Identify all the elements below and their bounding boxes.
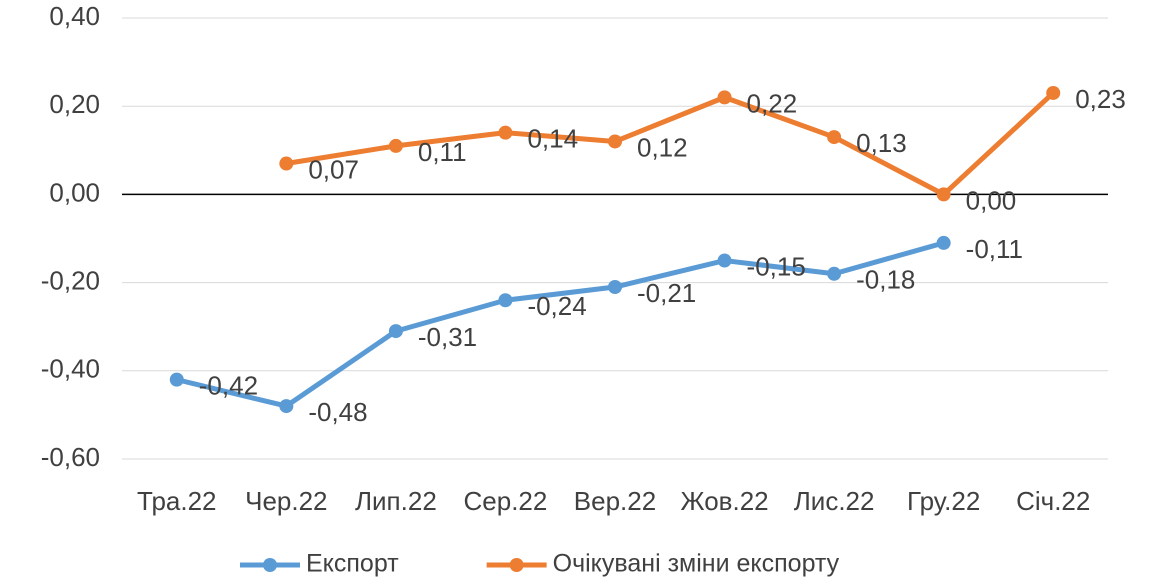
data-label: -0,15 [747, 251, 806, 281]
y-tick-label: 0,00 [49, 177, 100, 207]
x-tick-label: Чер.22 [245, 486, 327, 516]
legend-marker [263, 558, 277, 572]
x-tick-label: Тра.22 [137, 486, 217, 516]
point [279, 156, 294, 171]
point [936, 187, 951, 202]
data-label: 0,14 [527, 124, 578, 154]
data-label: 0,07 [308, 154, 359, 184]
data-label: 0,22 [747, 88, 798, 118]
point [1046, 85, 1061, 100]
point [608, 280, 622, 295]
data-label: 0,00 [966, 185, 1017, 215]
legend-label: Експорт [306, 550, 399, 578]
point [827, 130, 842, 145]
x-tick-label: Вер.22 [574, 486, 656, 516]
data-label: 0,11 [418, 137, 467, 167]
data-label: -0,24 [527, 291, 586, 321]
data-label: -0,48 [308, 397, 367, 427]
point [498, 293, 513, 308]
data-label: 0,23 [1075, 84, 1126, 114]
x-tick-label: Січ.22 [1016, 486, 1090, 516]
data-label: -0,31 [418, 322, 477, 352]
point [388, 324, 403, 339]
y-tick-label: -0,60 [41, 442, 100, 472]
y-tick-label: -0,40 [41, 354, 100, 384]
x-tick-label: Жов.22 [680, 486, 768, 516]
x-tick-label: Лип.22 [355, 486, 437, 516]
data-label: 0,12 [637, 132, 688, 162]
data-label: -0,21 [637, 278, 696, 308]
legend-label: Очікувані зміни експорту [553, 550, 840, 578]
data-label: -0,42 [199, 370, 258, 400]
point [717, 90, 732, 105]
y-tick-label: 0,20 [49, 89, 100, 119]
point [169, 372, 184, 387]
point [717, 253, 732, 268]
y-tick-label: 0,40 [49, 1, 100, 31]
point [279, 399, 294, 414]
data-label: -0,11 [966, 234, 1023, 264]
series-line [176, 240, 945, 409]
x-tick-label: Сер.22 [464, 486, 548, 516]
data-label: -0,18 [856, 265, 915, 295]
y-tick-label: -0,20 [41, 265, 100, 295]
x-tick-label: Гру.22 [907, 486, 980, 516]
point [827, 266, 842, 281]
x-tick-label: Лис.22 [794, 486, 875, 516]
legend-marker [509, 558, 524, 572]
data-label: 0,13 [856, 128, 907, 158]
point [388, 138, 403, 153]
point [498, 125, 513, 140]
point [936, 235, 951, 250]
point [608, 134, 622, 149]
series-line [285, 91, 1055, 197]
